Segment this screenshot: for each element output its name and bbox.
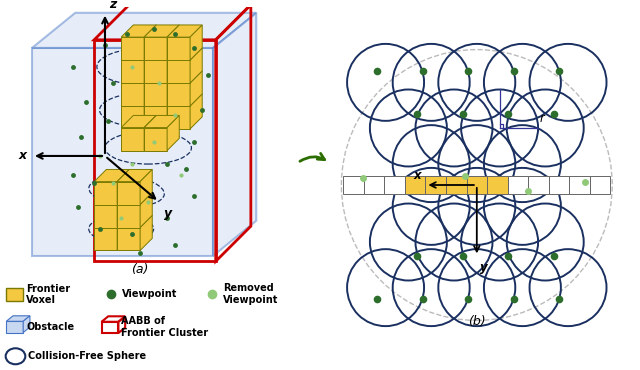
Polygon shape: [144, 106, 167, 129]
Polygon shape: [121, 48, 156, 60]
Bar: [405, 176, 426, 194]
Bar: [589, 176, 610, 194]
Polygon shape: [117, 228, 140, 250]
Polygon shape: [6, 316, 30, 321]
Bar: [508, 176, 528, 194]
Text: z: z: [109, 0, 116, 11]
Polygon shape: [144, 25, 179, 37]
Polygon shape: [121, 25, 156, 37]
Polygon shape: [94, 192, 129, 205]
Text: (a): (a): [131, 263, 148, 276]
Bar: [6, 287, 23, 301]
Polygon shape: [6, 321, 23, 333]
Polygon shape: [167, 25, 202, 37]
Polygon shape: [94, 228, 117, 250]
Polygon shape: [121, 128, 144, 151]
Polygon shape: [167, 83, 190, 106]
Polygon shape: [32, 13, 256, 48]
Bar: [446, 176, 467, 194]
Text: x: x: [413, 169, 421, 182]
Polygon shape: [117, 169, 152, 182]
Text: y: y: [480, 260, 488, 273]
Bar: [467, 176, 487, 194]
Polygon shape: [144, 37, 167, 60]
Text: r: r: [540, 112, 545, 125]
Polygon shape: [144, 128, 167, 151]
Polygon shape: [190, 25, 202, 60]
Text: x: x: [19, 149, 27, 162]
Polygon shape: [144, 94, 156, 129]
Bar: [426, 176, 446, 194]
Polygon shape: [121, 115, 156, 128]
Bar: [487, 176, 508, 194]
Bar: [385, 176, 405, 194]
Polygon shape: [167, 106, 190, 129]
Text: y: y: [164, 207, 173, 220]
Text: (b): (b): [468, 314, 486, 327]
Polygon shape: [117, 192, 129, 228]
Polygon shape: [94, 182, 117, 205]
Polygon shape: [167, 71, 179, 106]
Bar: [569, 176, 589, 194]
Polygon shape: [144, 60, 167, 83]
Polygon shape: [140, 215, 152, 250]
Polygon shape: [117, 169, 129, 205]
Polygon shape: [167, 115, 179, 151]
Polygon shape: [121, 94, 156, 106]
Polygon shape: [167, 37, 190, 60]
Polygon shape: [167, 60, 190, 83]
Text: AABB of
Frontier Cluster: AABB of Frontier Cluster: [122, 316, 209, 338]
Polygon shape: [117, 205, 140, 228]
Polygon shape: [144, 115, 156, 151]
Bar: [548, 176, 569, 194]
Text: Removed
Viewpoint: Removed Viewpoint: [223, 283, 278, 305]
Polygon shape: [94, 215, 129, 228]
Polygon shape: [117, 215, 129, 250]
Polygon shape: [190, 94, 202, 129]
Polygon shape: [117, 192, 152, 205]
Polygon shape: [94, 205, 117, 228]
Polygon shape: [117, 182, 140, 205]
Polygon shape: [144, 94, 179, 106]
Polygon shape: [144, 71, 179, 83]
Polygon shape: [167, 48, 202, 60]
Polygon shape: [190, 48, 202, 83]
Text: Obstacle: Obstacle: [26, 322, 74, 332]
Polygon shape: [94, 169, 129, 182]
Polygon shape: [121, 106, 144, 129]
Polygon shape: [121, 83, 144, 106]
Polygon shape: [117, 215, 152, 228]
Text: Collision-Free Sphere: Collision-Free Sphere: [28, 351, 146, 361]
Polygon shape: [144, 48, 156, 83]
Polygon shape: [140, 169, 152, 205]
Polygon shape: [144, 25, 156, 60]
Polygon shape: [190, 71, 202, 106]
Polygon shape: [121, 37, 144, 60]
Polygon shape: [167, 94, 179, 129]
Polygon shape: [144, 115, 179, 128]
Polygon shape: [121, 60, 144, 83]
Polygon shape: [167, 94, 202, 106]
Polygon shape: [32, 48, 213, 256]
Bar: [528, 176, 548, 194]
Bar: [364, 176, 385, 194]
Polygon shape: [121, 71, 156, 83]
Polygon shape: [167, 71, 202, 83]
Text: Frontier
Voxel: Frontier Voxel: [26, 284, 70, 305]
Polygon shape: [167, 48, 179, 83]
Bar: [344, 176, 364, 194]
Polygon shape: [23, 316, 30, 333]
Text: Viewpoint: Viewpoint: [122, 289, 177, 299]
Polygon shape: [144, 83, 167, 106]
Polygon shape: [167, 25, 179, 60]
Polygon shape: [144, 48, 179, 60]
Polygon shape: [144, 71, 156, 106]
Polygon shape: [140, 192, 152, 228]
Polygon shape: [213, 13, 256, 256]
